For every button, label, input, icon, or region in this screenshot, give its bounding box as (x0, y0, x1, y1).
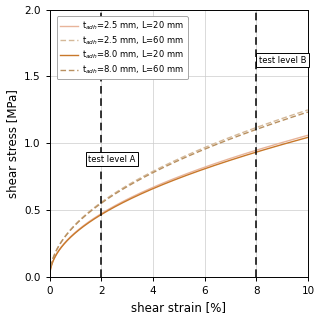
t$_{adh}$=8.0 mm, L=20 mm (162, 182, 165, 186)
t$_{adh}$=2.5 mm, L=60 mm (74, 221, 78, 225)
t$_{adh}$=8.0 mm, L=20 mm (306, 135, 310, 139)
t$_{adh}$=2.5 mm, L=20 mm (249, 150, 253, 154)
Line: t$_{adh}$=2.5 mm, L=60 mm: t$_{adh}$=2.5 mm, L=60 mm (50, 110, 308, 275)
t$_{adh}$=8.0 mm, L=60 mm (249, 129, 253, 133)
X-axis label: shear strain [%]: shear strain [%] (131, 301, 226, 315)
t$_{adh}$=2.5 mm, L=60 mm (254, 126, 258, 130)
t$_{adh}$=2.5 mm, L=60 mm (306, 108, 310, 112)
t$_{adh}$=2.5 mm, L=20 mm (152, 185, 156, 189)
t$_{adh}$=8.0 mm, L=60 mm (162, 165, 165, 169)
t$_{adh}$=8.0 mm, L=20 mm (152, 186, 156, 190)
t$_{adh}$=8.0 mm, L=20 mm (74, 230, 78, 234)
t$_{adh}$=2.5 mm, L=60 mm (162, 164, 165, 168)
Text: test level B: test level B (259, 56, 306, 65)
t$_{adh}$=2.5 mm, L=20 mm (225, 158, 229, 162)
Line: t$_{adh}$=2.5 mm, L=20 mm: t$_{adh}$=2.5 mm, L=20 mm (50, 135, 308, 276)
t$_{adh}$=2.5 mm, L=60 mm (225, 137, 229, 140)
t$_{adh}$=2.5 mm, L=20 mm (74, 230, 78, 234)
t$_{adh}$=8.0 mm, L=60 mm (225, 138, 229, 142)
t$_{adh}$=8.0 mm, L=60 mm (74, 222, 78, 226)
t$_{adh}$=2.5 mm, L=60 mm (48, 273, 52, 277)
Y-axis label: shear stress [MPa]: shear stress [MPa] (5, 89, 19, 198)
t$_{adh}$=8.0 mm, L=20 mm (225, 159, 229, 163)
Line: t$_{adh}$=8.0 mm, L=20 mm: t$_{adh}$=8.0 mm, L=20 mm (50, 137, 308, 276)
t$_{adh}$=8.0 mm, L=60 mm (254, 128, 258, 132)
t$_{adh}$=8.0 mm, L=60 mm (306, 110, 310, 114)
Legend: t$_{adh}$=2.5 mm, L=20 mm, t$_{adh}$=2.5 mm, L=60 mm, t$_{adh}$=8.0 mm, L=20 mm,: t$_{adh}$=2.5 mm, L=20 mm, t$_{adh}$=2.5… (57, 16, 188, 79)
t$_{adh}$=8.0 mm, L=20 mm (48, 274, 52, 277)
Line: t$_{adh}$=8.0 mm, L=60 mm: t$_{adh}$=8.0 mm, L=60 mm (50, 112, 308, 275)
t$_{adh}$=2.5 mm, L=60 mm (249, 127, 253, 131)
Text: test level A: test level A (89, 155, 136, 164)
t$_{adh}$=2.5 mm, L=20 mm (48, 274, 52, 277)
t$_{adh}$=8.0 mm, L=20 mm (254, 150, 258, 154)
t$_{adh}$=2.5 mm, L=20 mm (306, 133, 310, 137)
t$_{adh}$=2.5 mm, L=20 mm (254, 148, 258, 152)
t$_{adh}$=2.5 mm, L=60 mm (152, 169, 156, 172)
t$_{adh}$=8.0 mm, L=20 mm (249, 152, 253, 156)
t$_{adh}$=8.0 mm, L=60 mm (152, 170, 156, 174)
t$_{adh}$=2.5 mm, L=20 mm (162, 181, 165, 185)
t$_{adh}$=8.0 mm, L=60 mm (48, 273, 52, 277)
